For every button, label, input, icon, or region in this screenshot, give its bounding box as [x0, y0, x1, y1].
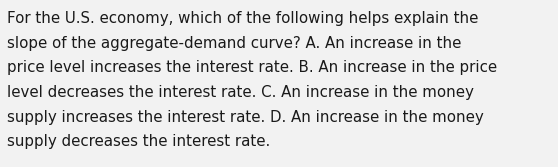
Text: supply increases the interest rate. D. An increase in the money: supply increases the interest rate. D. A… [7, 110, 484, 125]
Text: slope of the aggregate-demand curve? A. An increase in the: slope of the aggregate-demand curve? A. … [7, 36, 461, 51]
Text: price level increases the interest rate. B. An increase in the price: price level increases the interest rate.… [7, 60, 497, 75]
Text: supply decreases the interest rate.: supply decreases the interest rate. [7, 134, 271, 149]
Text: level decreases the interest rate. C. An increase in the money: level decreases the interest rate. C. An… [7, 85, 474, 100]
Text: For the U.S. economy, which of the following helps explain the: For the U.S. economy, which of the follo… [7, 11, 479, 26]
